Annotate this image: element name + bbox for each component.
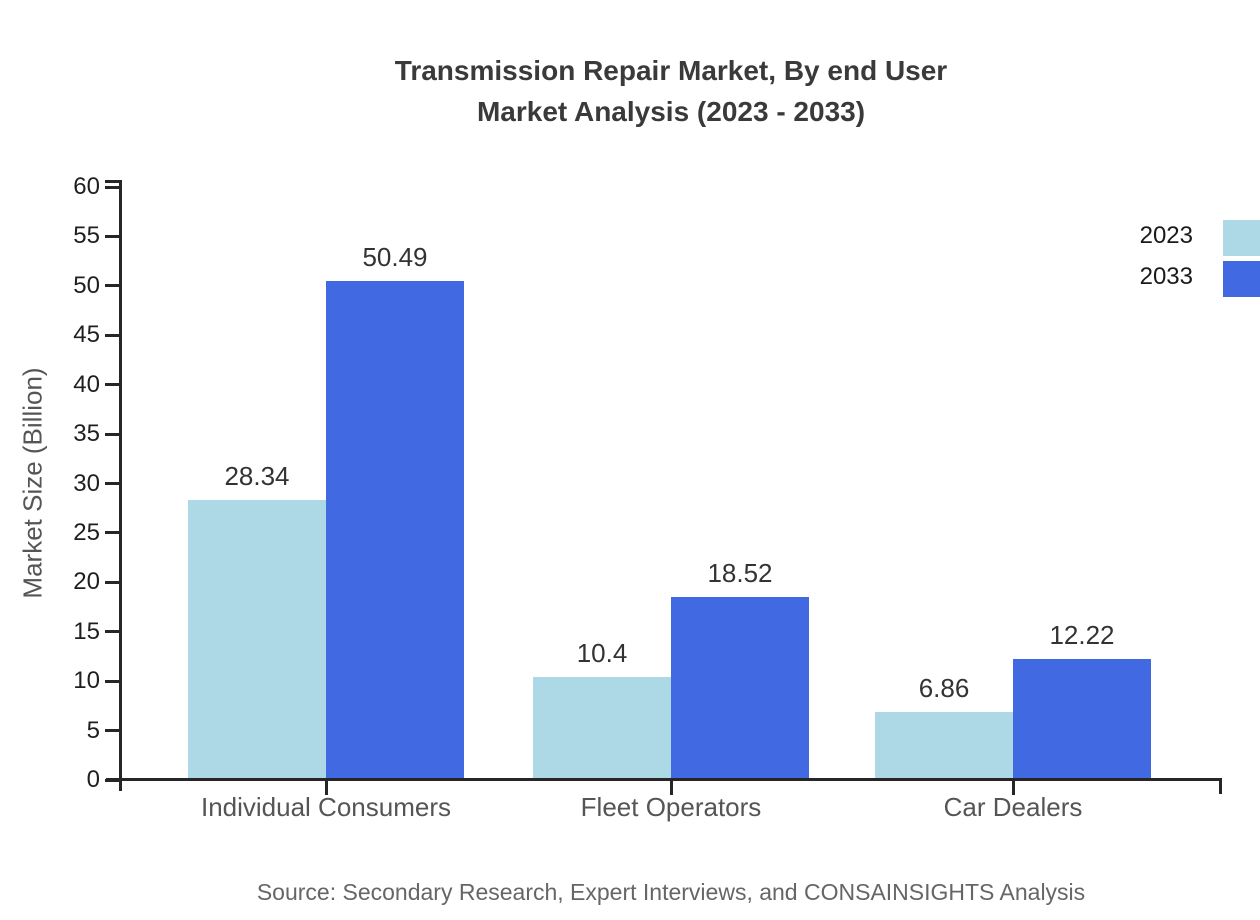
chart-title-line-1: Transmission Repair Market, By end User: [394, 55, 948, 86]
bar-value-label: 18.52: [707, 557, 773, 588]
bar-value-label: 6.86: [918, 673, 970, 704]
bar-2033: [671, 596, 809, 780]
y-tick-label: 35: [73, 420, 100, 448]
y-tick-label: 0: [86, 766, 100, 793]
x-tick: [669, 780, 673, 795]
bar-2023: [533, 677, 671, 780]
y-tick: [105, 679, 120, 683]
y-tick-label: 25: [73, 518, 100, 546]
bar-value-label: 28.34: [224, 460, 290, 491]
y-tick: [105, 284, 120, 288]
y-tick-label: 10: [73, 667, 100, 695]
legend-swatch: [1223, 220, 1260, 256]
category-label: Car Dealers: [943, 792, 1083, 822]
y-tick-label: 40: [73, 370, 100, 398]
legend-label: 2023: [1139, 222, 1193, 249]
x-axis-end-cap: [1219, 778, 1222, 794]
y-tick: [105, 333, 120, 337]
category-label: Fleet Operators: [580, 792, 762, 822]
y-tick-label: 15: [73, 617, 100, 645]
y-tick-label: 5: [86, 716, 100, 744]
y-tick: [105, 383, 120, 387]
legend: 2023 2033: [1053, 218, 1260, 308]
bar-value-label: 12.22: [1049, 620, 1115, 651]
y-tick-label: 45: [73, 321, 100, 349]
bar-2023: [875, 712, 1013, 780]
y-tick: [105, 729, 120, 733]
y-tick: [105, 531, 120, 535]
y-tick-label: 50: [73, 271, 100, 299]
bar-value-label: 50.49: [362, 241, 428, 272]
y-tick: [105, 185, 120, 189]
y-tick: [105, 482, 120, 485]
source-note: Source: Secondary Research, Expert Inter…: [256, 879, 1086, 905]
category-label: Individual Consumers: [200, 792, 451, 822]
y-tick: [105, 580, 120, 584]
y-tick: [105, 234, 120, 238]
bar-2023: [188, 499, 326, 780]
y-axis-line: [119, 180, 122, 791]
y-tick: [105, 778, 120, 782]
legend-label: 2033: [1139, 263, 1193, 290]
chart-title-line-2: Market Analysis (2023 - 2033): [476, 96, 866, 127]
y-axis-end-cap: [105, 180, 120, 183]
y-tick-label: 30: [73, 469, 100, 497]
y-tick: [105, 630, 120, 634]
bar-2033: [326, 280, 464, 780]
y-tick: [105, 432, 120, 436]
y-tick-label: 20: [73, 568, 100, 596]
chart-title: Transmission Repair Market, By end User …: [120, 50, 1222, 132]
y-tick-label: 55: [73, 222, 100, 250]
legend-swatch: [1223, 261, 1260, 297]
bar-2033: [1013, 659, 1151, 780]
x-tick: [324, 780, 328, 795]
x-axis-line: [106, 778, 1222, 781]
bar-value-label: 10.4: [576, 638, 628, 669]
x-tick: [1011, 780, 1015, 795]
y-tick-label: 60: [73, 173, 100, 200]
